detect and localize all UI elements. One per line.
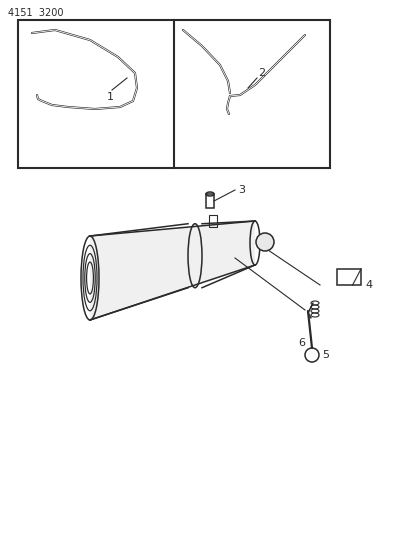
Bar bbox=[209, 215, 216, 227]
Ellipse shape bbox=[255, 233, 273, 251]
Text: 2: 2 bbox=[258, 68, 265, 78]
Text: 5: 5 bbox=[321, 350, 328, 360]
Text: 1: 1 bbox=[106, 92, 113, 102]
Text: 6: 6 bbox=[297, 338, 304, 348]
Text: 3: 3 bbox=[237, 185, 245, 195]
Text: 4: 4 bbox=[364, 280, 371, 290]
Polygon shape bbox=[90, 221, 254, 320]
Bar bbox=[18, 20, 329, 168]
Bar bbox=[205, 194, 213, 208]
Text: 4151  3200: 4151 3200 bbox=[8, 8, 63, 18]
Bar bbox=[336, 269, 360, 285]
